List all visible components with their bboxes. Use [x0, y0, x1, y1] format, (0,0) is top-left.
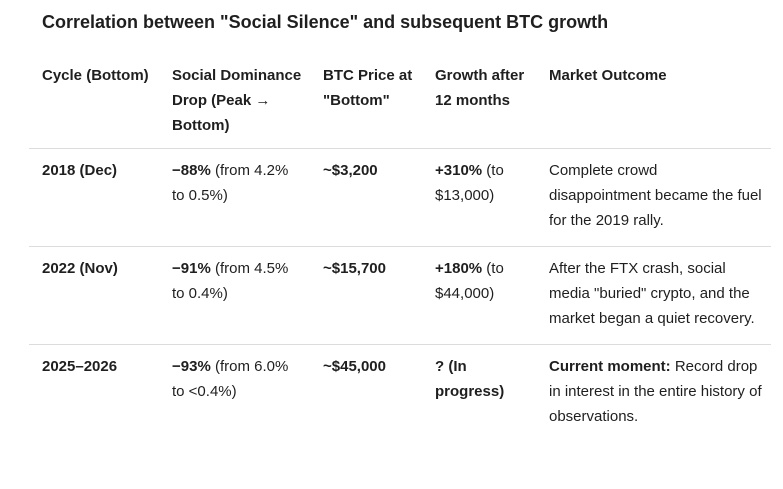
- growth-detail: (to $13,000): [435, 162, 504, 204]
- outcome-lead: Current moment:: [549, 358, 671, 375]
- correlation-table: Cycle (Bottom) Social Dominance Drop (Pe…: [29, 62, 771, 442]
- drop-detail: (from 4.5% to 0.4%): [172, 260, 289, 302]
- drop-value: −88%: [172, 162, 211, 179]
- header-market-outcome: Market Outcome: [536, 62, 771, 149]
- growth-value: ? (In progress): [435, 358, 505, 400]
- page-title: Correlation between "Social Silence" and…: [42, 12, 609, 32]
- cell-dominance-drop: −93% (from 6.0% to <0.4%): [159, 345, 310, 443]
- cell-btc-price: ~$3,200: [310, 148, 422, 247]
- cell-dominance-drop: −88% (from 4.2% to 0.5%): [159, 148, 310, 247]
- table-row: 2025–2026 −93% (from 6.0% to <0.4%) ~$45…: [29, 345, 771, 443]
- table-header-row: Cycle (Bottom) Social Dominance Drop (Pe…: [29, 62, 771, 149]
- drop-value: −91%: [172, 260, 211, 277]
- header-growth: Growth after 12 months: [422, 62, 536, 149]
- header-dominance-drop: Social Dominance Drop (Peak → Bottom): [159, 62, 310, 149]
- cell-cycle: 2022 (Nov): [29, 246, 159, 345]
- header-cycle: Cycle (Bottom): [29, 62, 159, 149]
- drop-value: −93%: [172, 358, 211, 375]
- cell-cycle: 2025–2026: [42, 358, 118, 375]
- drop-detail: (from 6.0% to <0.4%): [172, 358, 289, 400]
- cell-market-outcome: Complete crowd disappointment became the…: [536, 148, 771, 247]
- table-row: 2018 (Dec) −88% (from 4.2% to 0.5%) ~$3,…: [29, 148, 771, 247]
- cell-growth: +310% (to $13,000): [422, 148, 536, 247]
- growth-value: +180%: [435, 260, 483, 277]
- cell-growth: +180% (to $44,000): [422, 246, 536, 345]
- drop-detail: (from 4.2% to 0.5%): [172, 162, 289, 204]
- cell-dominance-drop: −91% (from 4.5% to 0.4%): [159, 246, 310, 345]
- outcome-text: Complete crowd disappointment became the…: [549, 162, 762, 229]
- cell-market-outcome: Current moment: Record drop in interest …: [536, 345, 771, 443]
- outcome-text: After the FTX crash, social media "burie…: [549, 260, 755, 327]
- header-btc-price: BTC Price at "Bottom": [310, 62, 422, 149]
- cell-btc-price: ~$45,000: [323, 358, 386, 375]
- cell-market-outcome: After the FTX crash, social media "burie…: [536, 246, 771, 345]
- growth-value: +310%: [435, 162, 483, 179]
- outcome-text: Record drop in interest in the entire hi…: [549, 358, 762, 425]
- growth-detail: (to $44,000): [435, 260, 504, 302]
- cell-btc-price: ~$15,700: [310, 246, 422, 345]
- cell-cycle: 2018 (Dec): [29, 148, 159, 247]
- table-row: 2022 (Nov) −91% (from 4.5% to 0.4%) ~$15…: [29, 246, 771, 345]
- cell-growth: ? (In progress): [422, 345, 536, 443]
